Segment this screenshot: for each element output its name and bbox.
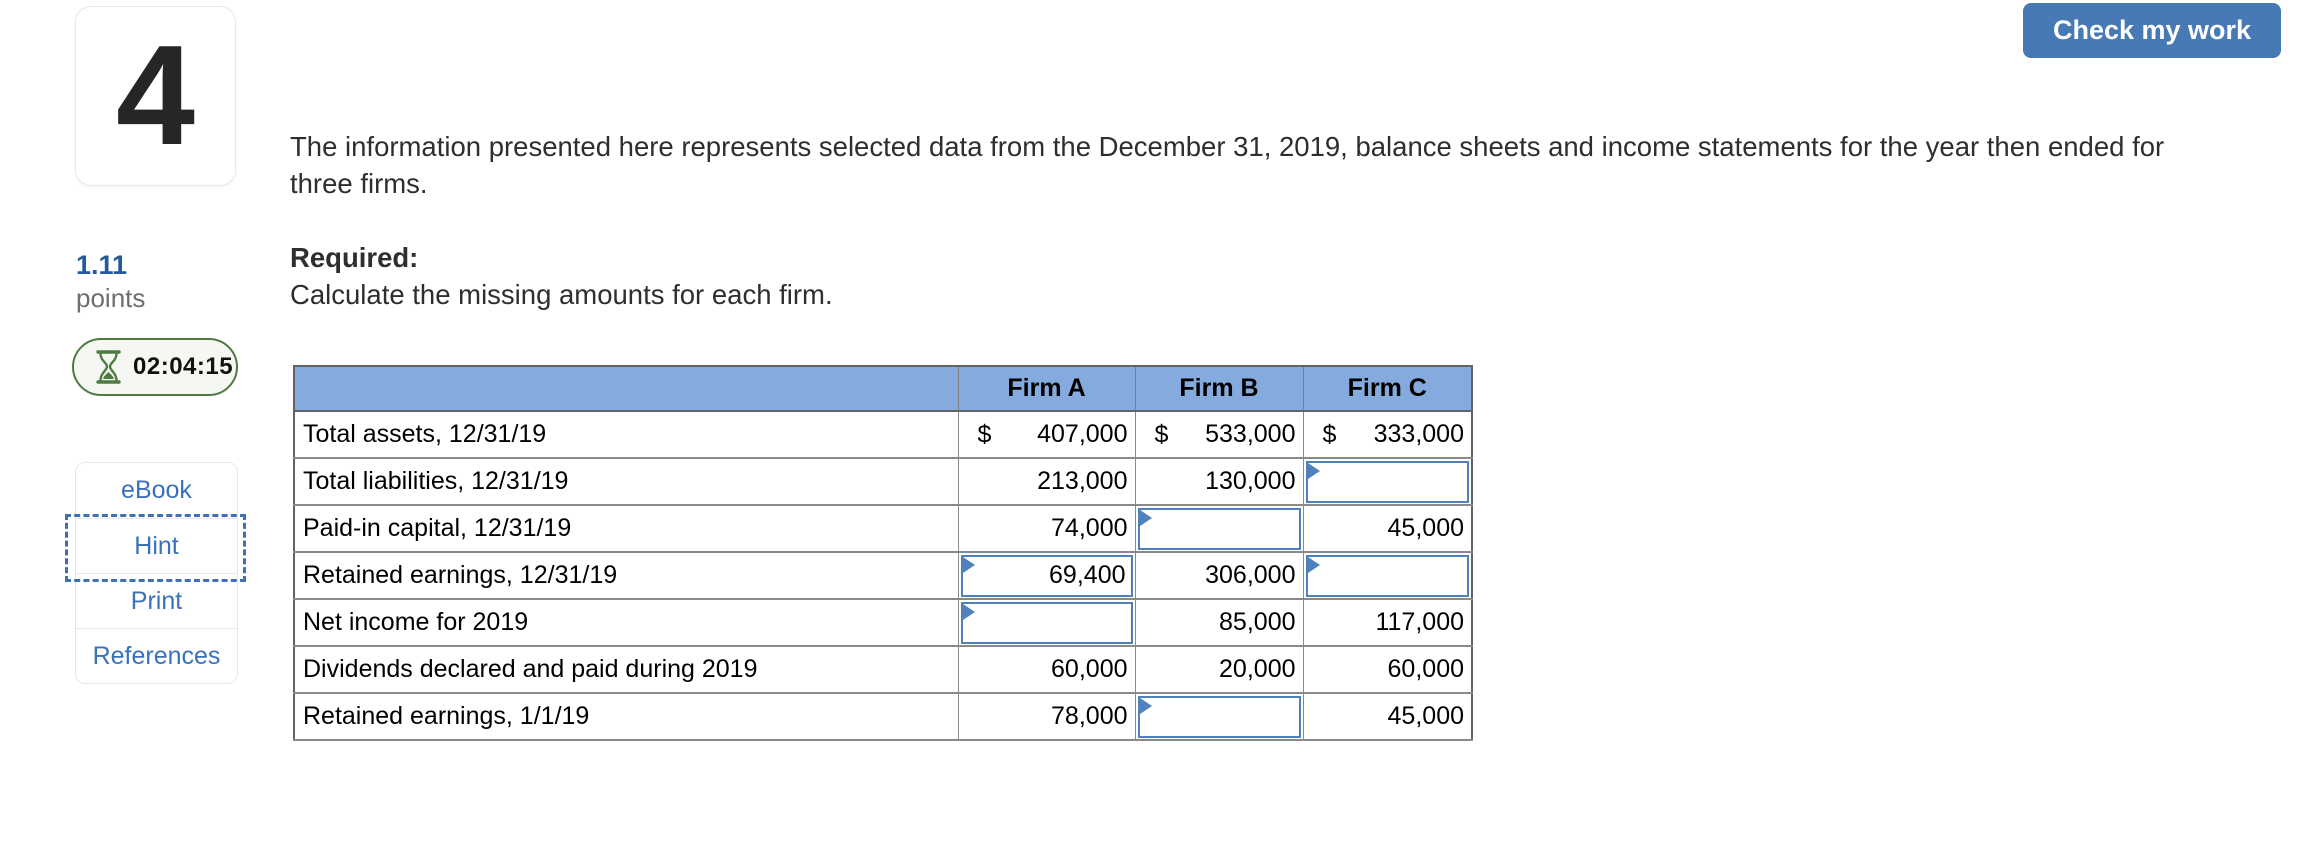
answer-input[interactable] xyxy=(1307,462,1467,501)
cell-value: 60,000 xyxy=(1051,655,1128,683)
cell-flag-icon xyxy=(962,556,975,573)
cell-flag-icon xyxy=(1139,697,1152,714)
table-cell: $ 533,000 xyxy=(1135,411,1304,459)
cell-value: 533,000 xyxy=(1205,420,1296,448)
question-number-box: 4 xyxy=(75,6,236,186)
table-cell: 85,000 xyxy=(1135,599,1304,647)
table-cell: 45,000 xyxy=(1303,693,1473,741)
cell-value: 60,000 xyxy=(1387,655,1464,683)
cell-value: 117,000 xyxy=(1375,608,1464,636)
points-value: 1.11 xyxy=(76,250,128,280)
print-button[interactable]: Print xyxy=(76,573,237,628)
row-label: Net income for 2019 xyxy=(294,599,959,647)
answer-input-box xyxy=(960,601,1133,644)
table-cell: 117,000 xyxy=(1303,599,1473,647)
row-label: Dividends declared and paid during 2019 xyxy=(294,646,959,694)
cell-value: 407,000 xyxy=(1037,420,1128,448)
cell-flag-icon xyxy=(1139,509,1152,526)
table-cell: 45,000 xyxy=(1303,505,1473,553)
table-cell: $ 333,000 xyxy=(1303,411,1473,459)
table-row: Paid-in capital, 12/31/19 74,000 45,000 xyxy=(294,505,1473,553)
table-row: Retained earnings, 12/31/19 306,000 xyxy=(294,552,1473,600)
cell-value: 130,000 xyxy=(1205,467,1296,495)
table-row: Net income for 2019 85,000 117,000 xyxy=(294,599,1473,647)
answer-input[interactable] xyxy=(1139,509,1299,548)
table-cell: 213,000 xyxy=(958,458,1136,506)
table-cell xyxy=(1303,458,1473,506)
financial-data-table: Firm A Firm B Firm C Total assets, 12/31… xyxy=(293,365,1473,741)
cell-value: 333,000 xyxy=(1373,420,1464,448)
check-my-work-button[interactable]: Check my work xyxy=(2023,3,2281,58)
hint-button[interactable]: Hint xyxy=(65,514,246,582)
table-corner-cell xyxy=(294,366,959,412)
currency-symbol: $ xyxy=(1154,420,1169,448)
cell-value: 78,000 xyxy=(1051,702,1128,730)
table-cell: 20,000 xyxy=(1135,646,1304,694)
cell-value: 45,000 xyxy=(1387,702,1464,730)
currency-symbol: $ xyxy=(1322,420,1337,448)
ebook-button[interactable]: eBook xyxy=(121,476,192,504)
table-row: Total assets, 12/31/19 $ 407,000 $ 533,0… xyxy=(294,411,1473,459)
table-cell xyxy=(1135,505,1304,553)
financial-data-table-wrap: Firm A Firm B Firm C Total assets, 12/31… xyxy=(293,365,1473,741)
points-label: points xyxy=(76,283,146,313)
row-label: Total liabilities, 12/31/19 xyxy=(294,458,959,506)
currency-symbol: $ xyxy=(977,420,992,448)
answer-input-box xyxy=(1305,460,1469,503)
table-cell: 60,000 xyxy=(1303,646,1473,694)
hourglass-icon xyxy=(96,350,121,384)
table-cell xyxy=(1303,552,1473,600)
answer-input[interactable] xyxy=(1307,556,1467,595)
cell-flag-icon xyxy=(1307,556,1320,573)
cell-flag-icon xyxy=(1307,462,1320,479)
answer-input-box xyxy=(1305,554,1469,597)
timer-pill: 02:04:15 xyxy=(72,338,238,396)
answer-input-box xyxy=(960,554,1133,597)
resource-button-stack: eBook Hint Print References xyxy=(65,462,246,684)
timer-value: 02:04:15 xyxy=(133,353,234,380)
column-header-firm-b: Firm B xyxy=(1135,366,1304,412)
answer-input[interactable] xyxy=(962,556,1131,595)
table-cell xyxy=(958,599,1136,647)
table-cell: 74,000 xyxy=(958,505,1136,553)
column-header-firm-c: Firm C xyxy=(1303,366,1473,412)
table-cell xyxy=(958,552,1136,600)
references-button[interactable]: References xyxy=(76,628,237,683)
table-row: Dividends declared and paid during 2019 … xyxy=(294,646,1473,694)
table-cell: 306,000 xyxy=(1135,552,1304,600)
table-header-row: Firm A Firm B Firm C xyxy=(294,366,1473,412)
cell-value: 306,000 xyxy=(1205,561,1296,589)
cell-value: 74,000 xyxy=(1051,514,1128,542)
table-row: Retained earnings, 1/1/19 78,000 45,000 xyxy=(294,693,1473,741)
cell-value: 45,000 xyxy=(1387,514,1464,542)
table-cell xyxy=(1135,693,1304,741)
cell-flag-icon xyxy=(962,603,975,620)
question-intro-text: The information presented here represent… xyxy=(290,131,2165,199)
table-cell: $ 407,000 xyxy=(958,411,1136,459)
cell-value: 85,000 xyxy=(1219,608,1296,636)
table-row: Total liabilities, 12/31/19 213,000 130,… xyxy=(294,458,1473,506)
answer-input-box xyxy=(1137,507,1301,550)
answer-input[interactable] xyxy=(1139,697,1299,736)
column-header-firm-a: Firm A xyxy=(958,366,1136,412)
table-cell: 60,000 xyxy=(958,646,1136,694)
table-cell: 78,000 xyxy=(958,693,1136,741)
cell-value: 20,000 xyxy=(1219,655,1296,683)
table-cell: 130,000 xyxy=(1135,458,1304,506)
row-label: Retained earnings, 1/1/19 xyxy=(294,693,959,741)
cell-value: 213,000 xyxy=(1037,467,1128,495)
answer-input-box xyxy=(1137,695,1301,738)
required-instruction: Calculate the missing amounts for each f… xyxy=(290,279,833,310)
row-label: Total assets, 12/31/19 xyxy=(294,411,959,459)
required-label: Required: xyxy=(290,242,419,273)
answer-input[interactable] xyxy=(962,603,1131,642)
row-label: Paid-in capital, 12/31/19 xyxy=(294,505,959,553)
row-label: Retained earnings, 12/31/19 xyxy=(294,552,959,600)
question-number: 4 xyxy=(116,16,195,175)
